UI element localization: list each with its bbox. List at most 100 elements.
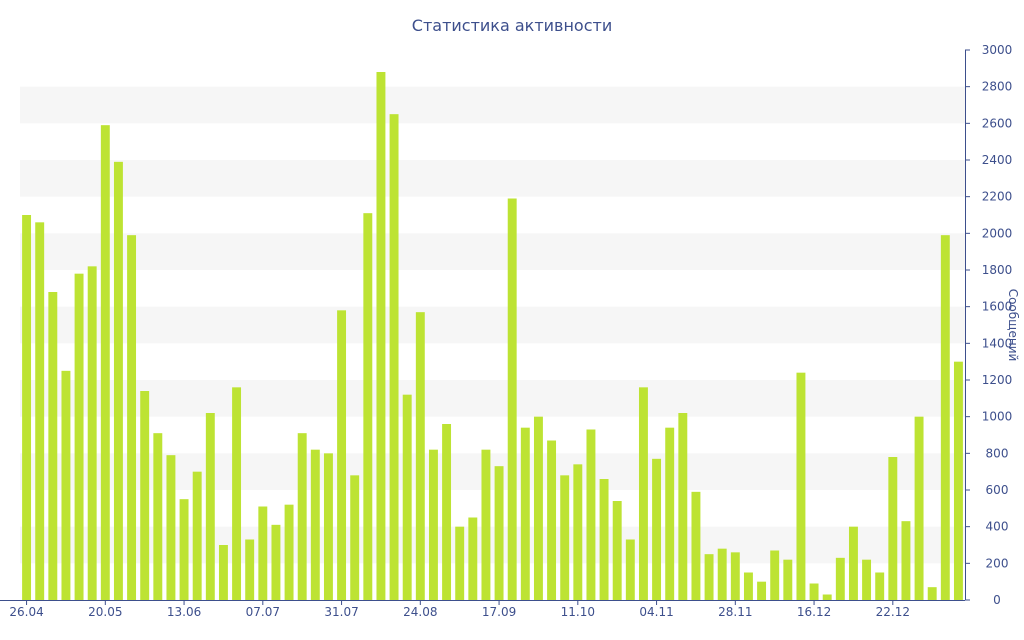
x-tick-label: 20.05: [88, 605, 122, 619]
bar: [350, 475, 360, 600]
bar: [678, 413, 688, 600]
x-tick-label: 04.11: [639, 605, 673, 619]
x-tick-label: 31.07: [324, 605, 358, 619]
bar: [127, 235, 137, 601]
bar: [74, 273, 84, 600]
grid-band: [20, 526, 965, 564]
y-tick-label: 800: [986, 446, 1009, 460]
x-tick-label: 17.09: [482, 605, 516, 619]
x-tick-label: 16.12: [797, 605, 831, 619]
y-tick-label: 0: [993, 593, 1001, 607]
grid-band: [20, 233, 965, 270]
y-tick-label: 1000: [982, 410, 1013, 424]
bar: [914, 416, 924, 600]
bar: [783, 559, 793, 600]
bar: [232, 387, 242, 600]
y-tick-label: 1600: [982, 300, 1013, 314]
grid-band: [20, 306, 965, 344]
bar: [809, 583, 819, 600]
bar: [22, 215, 32, 600]
bar: [376, 72, 386, 600]
bar: [652, 458, 662, 600]
bar: [271, 524, 281, 600]
bar: [665, 427, 675, 600]
y-axis-label: Сообщений: [1006, 289, 1020, 362]
bar: [100, 125, 110, 601]
x-tick-label: 11.10: [561, 605, 595, 619]
bars-group: [22, 72, 963, 601]
bar: [61, 370, 71, 600]
bar: [245, 539, 255, 600]
y-tick-label: 2200: [982, 190, 1013, 204]
bar: [218, 545, 228, 600]
bar: [179, 499, 189, 600]
bar: [297, 433, 307, 600]
x-axis: 26.04 20.05 13.06 07.07 31.07 24.08 17.09 11.10…: [0, 600, 965, 619]
x-tick-label: 07.07: [246, 605, 280, 619]
bar: [862, 559, 872, 600]
bar: [560, 475, 570, 600]
y-tick-label: 1400: [982, 336, 1013, 350]
bar: [402, 394, 412, 600]
bar: [796, 372, 806, 600]
bar: [468, 517, 478, 600]
y-tick-label: 2000: [982, 226, 1013, 240]
bar: [48, 292, 58, 600]
grid-band: [20, 453, 965, 490]
bar: [743, 572, 753, 600]
grid-bands: [20, 86, 965, 564]
bar: [507, 198, 517, 600]
bar: [35, 222, 45, 600]
bar: [494, 466, 504, 600]
bar: [481, 449, 491, 600]
bar: [953, 361, 963, 600]
bar: [520, 427, 530, 600]
y-tick-label: 2600: [982, 116, 1013, 130]
bar: [822, 594, 832, 600]
chart-title: Статистика активности: [412, 16, 612, 35]
grid-band: [20, 86, 965, 124]
bar: [940, 235, 950, 601]
grid-band: [20, 380, 965, 417]
bar: [258, 506, 268, 600]
bar: [586, 429, 596, 600]
bar: [730, 552, 740, 600]
bar: [757, 581, 767, 600]
bar: [573, 464, 583, 600]
bar: [87, 266, 97, 600]
y-axis: 0 200 400 600 800 1000 1200 1400 1600 1800 2000 220…: [965, 43, 1012, 607]
bar: [612, 501, 622, 600]
y-tick-label: 600: [986, 483, 1009, 497]
bar: [875, 572, 885, 600]
x-tick-label: 28.11: [718, 605, 752, 619]
y-tick-label: 2400: [982, 153, 1013, 167]
bar: [337, 310, 347, 600]
bar: [888, 457, 898, 600]
bar: [428, 449, 438, 600]
bar: [638, 387, 648, 600]
bar: [140, 391, 150, 600]
bar: [547, 440, 557, 600]
y-tick-label: 400: [986, 520, 1009, 534]
y-tick-label: 200: [986, 556, 1009, 570]
bar: [770, 550, 780, 600]
x-tick-label: 22.12: [876, 605, 910, 619]
bar: [625, 539, 635, 600]
y-tick-label: 2800: [982, 80, 1013, 94]
bar: [166, 455, 176, 600]
bar: [192, 471, 202, 600]
bar: [717, 548, 727, 600]
bar: [323, 453, 333, 600]
bar: [533, 416, 543, 600]
grid-band: [20, 160, 965, 197]
bar: [691, 491, 701, 600]
y-tick-label: 1800: [982, 263, 1013, 277]
bar: [113, 161, 123, 600]
y-tick-label: 3000: [982, 43, 1013, 57]
bar: [389, 114, 399, 601]
bar: [310, 449, 320, 600]
bar: [205, 413, 215, 600]
x-tick-label: 13.06: [167, 605, 201, 619]
bar: [455, 526, 465, 600]
